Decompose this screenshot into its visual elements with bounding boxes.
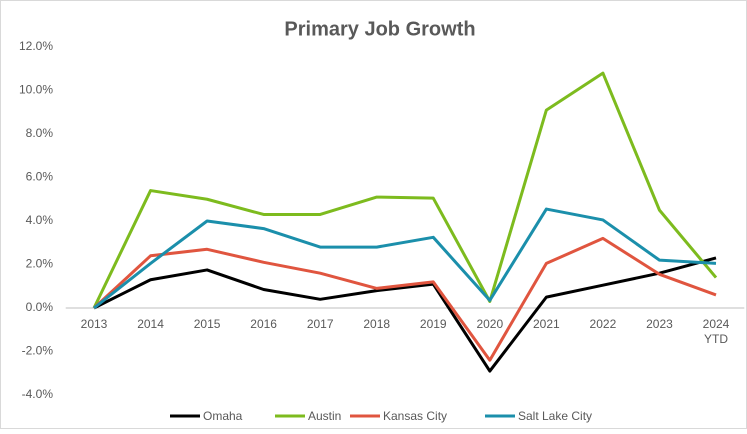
y-tick-label: 6.0% [26,170,54,184]
y-tick-label: -2.0% [22,344,54,358]
y-tick-label: 4.0% [26,213,54,227]
legend-label: Omaha [203,409,243,423]
series-line [92,236,717,362]
y-tick-label: 8.0% [26,126,54,140]
series-line [93,256,717,373]
y-tick-label: 0.0% [26,300,54,314]
series-line [93,207,717,310]
x-tick-label: 2018 [363,317,390,331]
series-line [92,71,718,309]
legend-label: Salt Lake City [518,409,592,423]
x-tick-label: 2020 [476,317,503,331]
x-tick-label: 2024 YTD [703,317,730,346]
x-tick-label: 2022 [590,317,617,331]
chart-title: Primary Job Growth [284,18,475,40]
legend-label: Kansas City [383,409,447,423]
y-tick-label: 2.0% [26,257,54,271]
x-tick-label: 2021 [533,317,560,331]
x-tick-label: 2023 [646,317,673,331]
y-tick-label: -4.0% [22,387,54,401]
x-tick-label-line: YTD [704,332,728,346]
x-tick-label: 2014 [137,317,164,331]
x-tick-label: 2019 [420,317,447,331]
x-tick-label: 2013 [81,317,108,331]
y-tick-label: 10.0% [19,83,53,97]
x-tick-label: 2016 [250,317,277,331]
x-tick-label: 2017 [307,317,334,331]
x-tick-label-line: 2024 [703,317,730,331]
y-tick-label: 12.0% [19,39,53,53]
x-tick-label: 2015 [194,317,221,331]
legend-label: Austin [308,409,341,423]
